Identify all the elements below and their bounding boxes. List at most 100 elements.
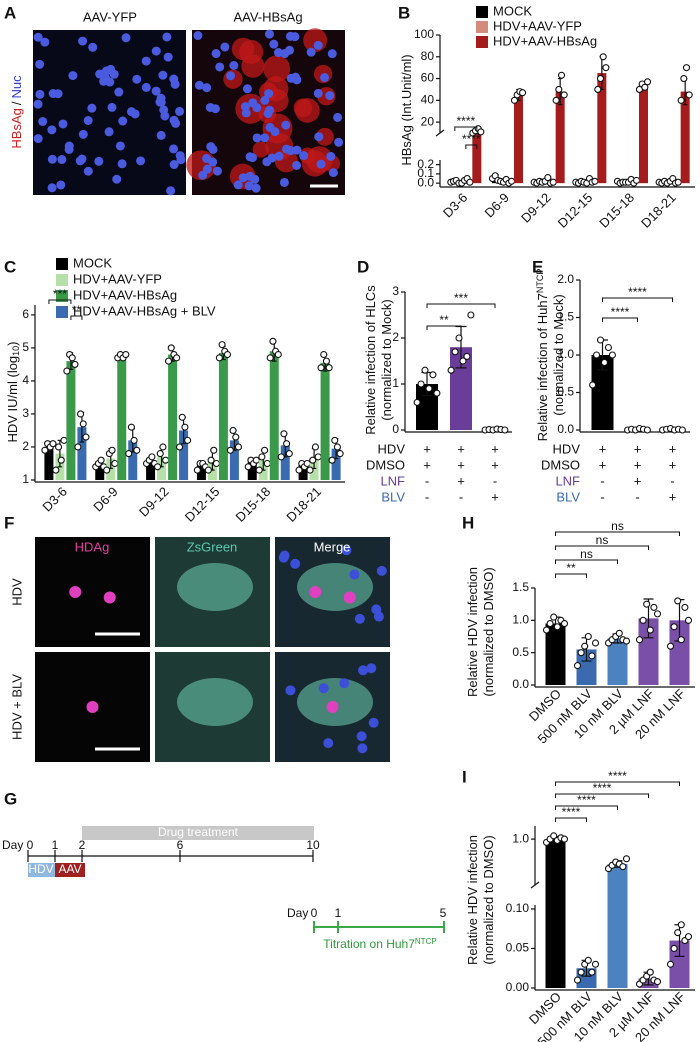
data-point — [615, 629, 623, 637]
bar — [247, 461, 257, 480]
data-point — [320, 350, 328, 359]
condition-cell: - — [459, 489, 463, 504]
panel-letter: H — [462, 513, 474, 532]
bar — [597, 73, 607, 184]
data-point — [111, 459, 119, 468]
data-point — [507, 177, 516, 185]
panel-letter: F — [4, 513, 14, 532]
bar — [269, 351, 279, 480]
data-point — [229, 426, 237, 435]
y-tick-label: 2 — [22, 439, 29, 453]
day-label: 2 — [79, 838, 86, 852]
nucleus — [299, 151, 309, 161]
data-point — [619, 863, 627, 871]
data-point — [159, 443, 167, 451]
condition-cell: - — [600, 473, 604, 488]
nucleus — [162, 32, 172, 42]
y-axis-label: Relative HDV infection — [465, 835, 480, 965]
significance-bracket — [555, 805, 618, 810]
significance-bracket — [465, 144, 478, 149]
data-point — [573, 662, 582, 670]
data-point — [317, 364, 325, 372]
data-point — [425, 385, 433, 393]
y-axis-label: HDV IU/ml (log10) — [5, 341, 21, 442]
condition-label: DMSO — [366, 457, 405, 472]
significance-bracket — [555, 545, 649, 550]
data-point — [280, 430, 288, 438]
nucleus — [313, 40, 323, 50]
nucleus — [333, 112, 343, 122]
significance-label: **** — [611, 305, 630, 319]
y-axis-label: (normalized to DMSO) — [481, 835, 496, 964]
y-axis-label-part: HBsAg (Int.Unit/ml) — [399, 54, 414, 165]
data-point — [666, 642, 675, 650]
nucleus — [48, 89, 58, 99]
data-point — [635, 636, 644, 644]
axis-title: Day — [287, 906, 308, 920]
nucleus — [245, 152, 255, 162]
data-point — [677, 921, 685, 929]
row-title: HDV + BLV — [9, 674, 24, 740]
condition-cell: - — [425, 489, 429, 504]
nucleus — [226, 71, 236, 81]
data-point — [261, 446, 269, 454]
zsgreen-signal — [177, 563, 253, 611]
nucleus — [166, 186, 176, 196]
data-point — [542, 626, 551, 634]
bar — [218, 352, 228, 480]
hbsag-signal — [241, 54, 265, 78]
data-point — [325, 364, 333, 372]
data-point — [622, 855, 631, 863]
y-tick-label: 6 — [22, 307, 29, 321]
data-point — [632, 176, 641, 184]
legend-label: HDV+AAV-YFP — [493, 18, 582, 33]
nucleus — [358, 665, 369, 676]
x-tick-label: D9-12 — [518, 190, 554, 226]
y-axis-label-part: Relative infection of HLCs — [363, 285, 378, 435]
y-tick-label: 1 — [22, 472, 29, 486]
nucleus — [118, 116, 128, 126]
legend-label: MOCK — [493, 3, 532, 18]
data-point — [684, 933, 693, 941]
bar — [680, 91, 690, 184]
bar — [472, 130, 482, 184]
data-point — [643, 78, 652, 86]
significance-label: ** — [439, 313, 449, 327]
panel-letter: C — [4, 257, 16, 276]
nucleus — [313, 88, 323, 98]
nucleus — [169, 144, 179, 154]
nucleus — [248, 98, 258, 108]
data-point — [550, 613, 558, 621]
data-point — [674, 597, 682, 605]
y-axis-label-part: (normalized to Mock) — [551, 294, 566, 415]
data-point — [477, 128, 485, 136]
data-point — [447, 366, 455, 374]
nucleus — [107, 102, 117, 112]
significance-bracket — [602, 297, 673, 302]
column-title: HDAg — [75, 539, 110, 554]
nucleus — [171, 118, 181, 128]
nucleus — [285, 45, 295, 55]
data-point — [596, 336, 605, 344]
day-label: 0 — [311, 906, 318, 920]
data-point — [577, 649, 585, 657]
y-axis-label-part: HDV IU/ml (log — [5, 356, 20, 443]
bar — [146, 460, 156, 480]
legend-swatch — [56, 290, 68, 302]
nucleus — [194, 80, 204, 90]
data-point — [258, 453, 266, 461]
nucleus — [169, 160, 179, 170]
nucleus — [325, 91, 335, 101]
significance-label: *** — [53, 287, 67, 301]
data-point — [604, 343, 612, 352]
nucleus — [371, 604, 382, 615]
nucleus — [35, 59, 45, 69]
bar — [607, 864, 628, 988]
nucleus — [252, 133, 262, 143]
bar — [298, 465, 308, 480]
nucleus — [208, 144, 218, 154]
legend-label: HDV+AAV-HBsAg — [73, 287, 177, 302]
data-point — [643, 600, 651, 608]
